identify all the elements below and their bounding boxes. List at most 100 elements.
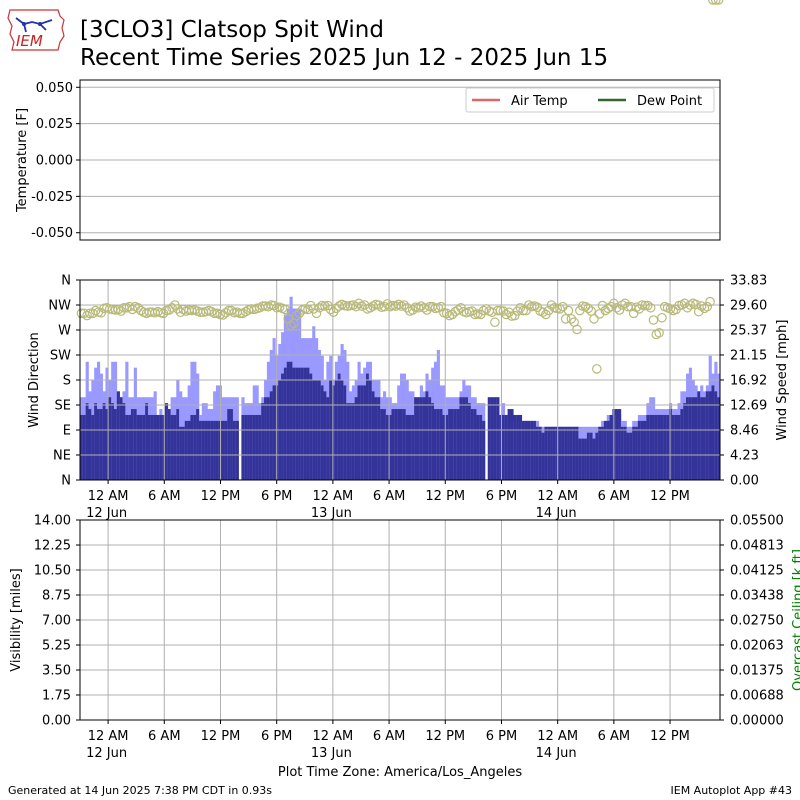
direction-point	[286, 320, 296, 331]
speed-bar	[96, 409, 101, 480]
speed-bar	[683, 403, 687, 480]
direction-point	[280, 304, 291, 315]
visibility-tick-label: 5.25	[42, 639, 71, 654]
speed-bar	[620, 426, 625, 480]
speed-bar	[215, 420, 220, 480]
direction-point	[158, 308, 169, 319]
speed-bar	[337, 373, 341, 480]
speed-bar	[357, 385, 361, 480]
chart-title: [3CLO3] Clatsop Spit Wind	[80, 17, 384, 43]
legend-dew-point-label: Dew Point	[637, 94, 702, 109]
speed-bar	[198, 420, 203, 480]
speed-bar	[657, 414, 661, 480]
speed-bar	[646, 414, 650, 480]
speed-bar	[538, 426, 542, 480]
speed-bar	[541, 432, 545, 480]
speed-bar	[351, 403, 355, 480]
speed-bar	[405, 414, 409, 480]
direction-point	[311, 308, 322, 319]
speed-bar	[450, 409, 455, 480]
speed-bar	[414, 397, 418, 480]
speed-bar	[467, 403, 472, 480]
wind-xtick-label: 6 AM	[598, 489, 631, 504]
temperature-tick-label: 0.025	[36, 117, 73, 132]
speed-bar	[298, 367, 302, 480]
speed-bar	[272, 385, 276, 480]
speed-bar	[666, 414, 670, 480]
speed-tick-label: 8.46	[730, 423, 759, 438]
direction-point	[642, 300, 653, 311]
speed-bar	[85, 403, 89, 480]
speed-bar	[606, 420, 610, 480]
speed-bar	[119, 397, 123, 480]
speed-bar	[691, 397, 695, 480]
speed-bar	[586, 432, 591, 480]
chart-subtitle: Recent Time Series 2025 Jun 12 - 2025 Ju…	[80, 45, 609, 71]
speed-bar	[130, 409, 135, 480]
ceiling-tick-label: 0.00688	[730, 688, 784, 703]
speed-bar	[581, 438, 585, 480]
speed-bar	[88, 409, 92, 480]
speed-bar	[380, 409, 384, 480]
direction-point	[699, 303, 710, 314]
speed-bar	[533, 420, 537, 480]
direction-point	[453, 305, 463, 315]
speed-bar	[552, 426, 557, 480]
speed-bar	[159, 414, 163, 480]
direction-point	[620, 298, 630, 309]
direction-point	[116, 306, 126, 316]
direction-tick-label: W	[58, 324, 71, 339]
speed-bar	[490, 397, 494, 480]
speed-bar	[111, 403, 115, 480]
direction-tick-label: SE	[55, 399, 71, 414]
speed-bar	[167, 409, 171, 480]
speed-bar	[269, 391, 273, 480]
speed-bar	[113, 409, 118, 480]
direction-point	[702, 301, 713, 312]
direction-point	[651, 329, 662, 340]
wind-xtick-label: 12 PM	[650, 489, 690, 504]
visibility-xtick-label: 12 PM	[201, 729, 241, 744]
direction-point	[481, 304, 492, 314]
timezone-label: Plot Time Zone: America/Los_Angeles	[277, 765, 523, 780]
speed-bar	[527, 420, 531, 480]
speed-bar	[717, 397, 721, 480]
direction-point	[589, 314, 599, 324]
speed-bar	[589, 432, 593, 480]
speed-bar	[125, 414, 129, 480]
speed-bar	[349, 403, 353, 480]
direction-point	[305, 300, 316, 311]
direction-point	[614, 305, 625, 315]
speed-bar	[247, 414, 251, 480]
speed-bar	[652, 414, 656, 480]
speed-bar	[671, 414, 675, 480]
direction-point	[648, 315, 659, 325]
visibility-xtick-label: 12 AM	[88, 729, 129, 744]
direction-point	[708, 0, 718, 5]
speed-bar	[408, 414, 412, 480]
direction-point	[167, 302, 177, 313]
speed-bar	[496, 397, 500, 480]
speed-bar	[400, 409, 404, 480]
speed-bar	[281, 373, 285, 480]
speed-bar	[499, 414, 503, 480]
speed-bar	[513, 414, 517, 480]
speed-bar	[227, 409, 231, 480]
speed-bar	[473, 409, 477, 480]
speed-bar	[572, 426, 576, 480]
speed-bar	[504, 414, 508, 480]
speed-bar	[377, 397, 381, 480]
ceiling-tick-label: 0.02750	[730, 614, 784, 629]
direction-point	[314, 302, 325, 313]
ceiling-tick-label: 0.00000	[730, 714, 784, 729]
speed-bar	[487, 397, 491, 480]
speed-bar	[184, 420, 188, 480]
speed-bar	[578, 438, 582, 480]
direction-point	[572, 324, 582, 335]
speed-bar	[142, 414, 146, 480]
visibility-xtick-label: 12 AM	[312, 729, 353, 744]
direction-point	[240, 306, 251, 317]
speed-bar	[564, 426, 568, 480]
legend: Air Temp Dew Point	[465, 87, 715, 113]
speed-bar	[244, 414, 248, 480]
